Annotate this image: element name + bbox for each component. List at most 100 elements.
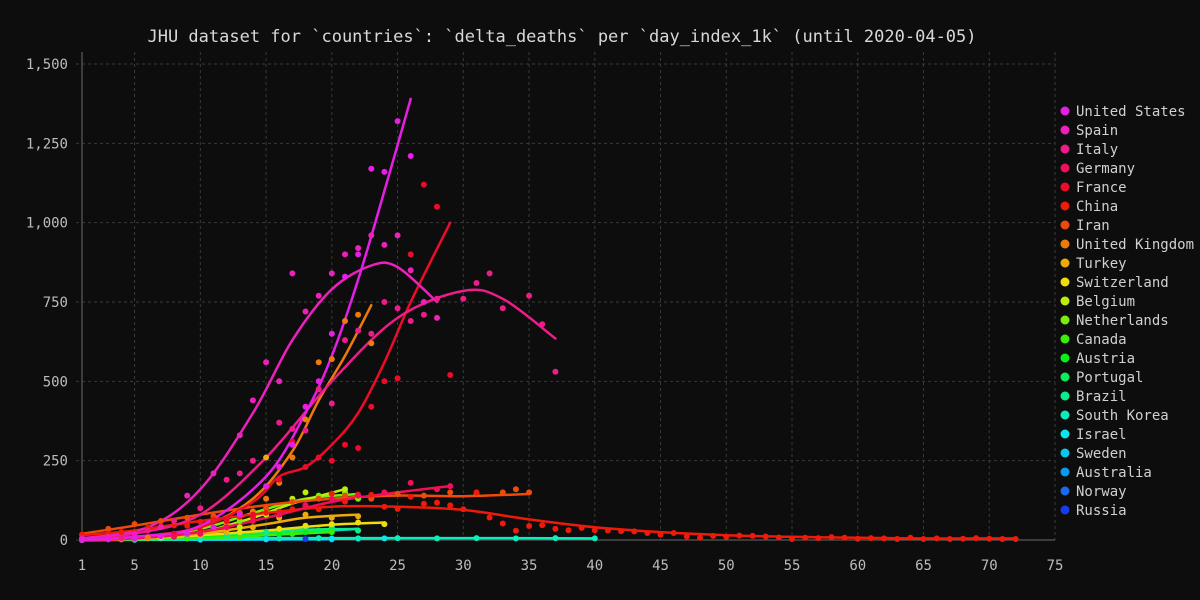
point-china	[618, 528, 625, 535]
point-canada	[184, 535, 191, 542]
point-germany	[249, 518, 256, 524]
point-united-states	[394, 118, 401, 125]
legend-marker-canada	[1060, 334, 1070, 344]
legend-label-spain: Spain	[1076, 123, 1118, 139]
point-israel	[381, 535, 388, 542]
legend-marker-brazil	[1060, 391, 1070, 401]
point-china	[473, 489, 480, 496]
legend-marker-austria	[1060, 353, 1070, 363]
chart-title: JHU dataset for `countries`: `delta_deat…	[147, 27, 976, 47]
point-united-states	[79, 536, 85, 543]
y-tick-label: 1,500	[26, 57, 68, 73]
point-turkey	[263, 454, 270, 461]
x-tick-label: 60	[849, 558, 866, 574]
point-china	[565, 527, 572, 534]
point-iran	[420, 492, 427, 499]
point-italy	[473, 280, 480, 286]
point-china	[460, 506, 467, 513]
point-germany	[328, 495, 335, 502]
point-china	[802, 534, 809, 541]
point-united-states	[263, 483, 270, 490]
point-iran	[342, 492, 348, 499]
point-south-korea	[394, 535, 401, 542]
point-south-korea	[512, 535, 519, 542]
legend-label-switzerland: Switzerland	[1076, 275, 1169, 291]
point-italy	[197, 505, 204, 512]
legend-label-russia: Russia	[1076, 503, 1127, 519]
point-france	[434, 203, 440, 210]
point-canada	[328, 529, 335, 536]
legend-marker-israel	[1060, 429, 1070, 439]
point-spain	[328, 270, 335, 277]
point-china	[486, 514, 493, 521]
point-germany	[302, 502, 309, 509]
point-china	[749, 532, 756, 539]
point-china	[815, 535, 822, 542]
point-china	[631, 528, 638, 535]
point-united-kingdom	[355, 311, 362, 318]
point-italy	[486, 270, 493, 277]
point-china	[1012, 536, 1019, 542]
point-brazil	[355, 527, 362, 534]
point-austria	[276, 530, 283, 537]
point-turkey	[328, 514, 335, 521]
point-spain	[184, 492, 191, 499]
legend-label-austria: Austria	[1076, 351, 1135, 367]
point-united-states	[328, 330, 335, 337]
point-china	[552, 525, 559, 532]
y-tick-label: 500	[43, 374, 68, 390]
point-france	[420, 181, 427, 188]
legend-label-united-states: United States	[1076, 104, 1186, 120]
legend-label-sweden: Sweden	[1076, 446, 1127, 462]
legend-label-south-korea: South Korea	[1076, 408, 1169, 424]
point-china	[447, 502, 454, 509]
legend-marker-south-korea	[1060, 410, 1070, 420]
point-spain	[131, 530, 138, 537]
legend-label-united-kingdom: United Kingdom	[1076, 237, 1194, 253]
point-china	[736, 532, 743, 539]
point-united-states	[381, 168, 388, 175]
point-south-korea	[315, 535, 322, 542]
legend-marker-netherlands	[1060, 315, 1070, 325]
point-france	[276, 476, 283, 483]
point-south-korea	[355, 535, 362, 542]
point-china	[933, 535, 940, 542]
point-china	[381, 503, 388, 510]
point-germany	[407, 479, 414, 486]
point-switzerland	[381, 521, 388, 528]
point-spain	[355, 245, 362, 252]
point-china	[789, 536, 795, 542]
point-spain	[394, 232, 401, 239]
point-china	[420, 500, 427, 507]
legend-marker-portugal	[1060, 372, 1070, 382]
point-germany	[197, 530, 204, 537]
point-united-states	[157, 533, 164, 540]
legend-marker-united-kingdom	[1060, 239, 1070, 249]
point-united-kingdom	[368, 340, 375, 347]
point-switzerland	[236, 529, 243, 536]
point-china	[368, 491, 375, 498]
legend-marker-italy	[1060, 144, 1070, 154]
point-canada	[289, 530, 296, 537]
point-italy	[552, 368, 559, 375]
point-spain	[315, 292, 322, 299]
point-china	[328, 490, 335, 497]
point-china	[973, 535, 980, 542]
point-china	[670, 530, 677, 536]
point-iran	[131, 521, 138, 528]
point-italy	[460, 295, 467, 302]
point-china	[512, 527, 519, 534]
point-china	[210, 516, 217, 523]
trend-line-united-states	[80, 97, 412, 542]
legend-marker-switzerland	[1060, 277, 1070, 287]
point-italy	[328, 400, 335, 407]
point-turkey	[249, 524, 256, 531]
point-austria	[302, 529, 309, 536]
point-china	[920, 536, 927, 542]
point-iran	[105, 525, 112, 532]
x-tick-label: 20	[323, 558, 340, 574]
point-iran	[315, 495, 322, 502]
point-united-states	[355, 251, 362, 258]
point-china	[539, 522, 546, 529]
